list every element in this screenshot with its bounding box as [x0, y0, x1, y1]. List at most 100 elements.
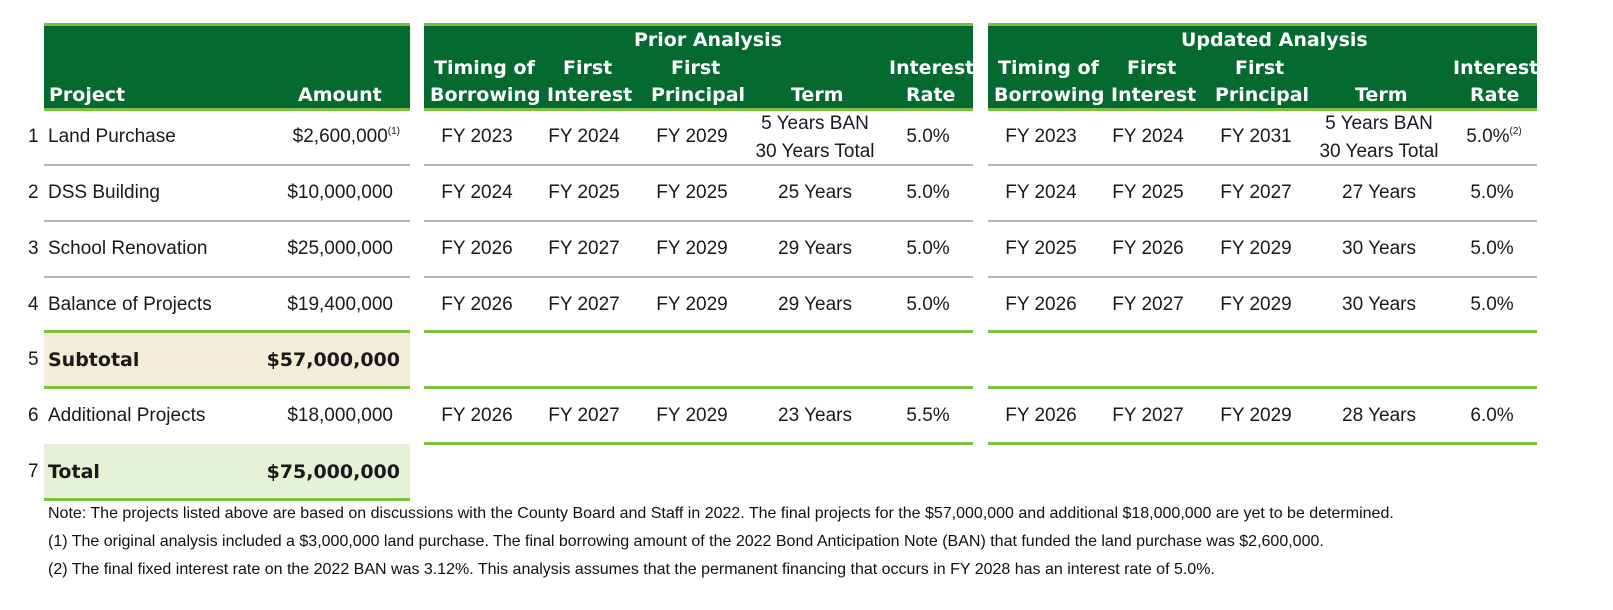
- updated-timing: FY 2026: [1005, 294, 1077, 315]
- row-number: 5: [28, 349, 39, 370]
- subtotal-row: 5 Subtotal $57,000,000: [0, 333, 1613, 387]
- updated-col-rate-2: Rate: [1470, 84, 1520, 106]
- prior-term: 29 Years: [778, 294, 852, 315]
- updated-rate: 5.0%: [1470, 182, 1514, 203]
- section-divider: [988, 386, 1537, 389]
- note-general: Note: The projects listed above are base…: [48, 505, 1394, 522]
- updated-first-principal: FY 2029: [1220, 294, 1292, 315]
- updated-term: 27 Years: [1342, 182, 1416, 203]
- table-row: 1 Land Purchase $2,600,000(1) FY 2023 FY…: [0, 110, 1613, 164]
- prior-rate: 5.0%: [906, 126, 950, 147]
- updated-timing: FY 2026: [1005, 405, 1077, 426]
- prior-title: Prior Analysis: [634, 29, 782, 51]
- table-row: 2 DSS Building $10,000,000 FY 2024 FY 20…: [0, 166, 1613, 220]
- table-row: 4 Balance of Projects $19,400,000 FY 202…: [0, 278, 1613, 332]
- updated-col-timing-2: Borrowing: [994, 84, 1105, 106]
- updated-first-principal: FY 2029: [1220, 238, 1292, 259]
- prior-first-interest: FY 2027: [548, 405, 620, 426]
- prior-rate: 5.0%: [906, 238, 950, 259]
- updated-col-rate-1: Interest: [1453, 57, 1539, 79]
- updated-term: 30 Years: [1342, 238, 1416, 259]
- amount-value: $2,600,000: [292, 126, 388, 147]
- row-number: 3: [28, 238, 39, 259]
- row-divider: [988, 220, 1537, 222]
- updated-timing: FY 2023: [1005, 126, 1077, 147]
- header-prior: Prior Analysis Timing of Borrowing First…: [424, 23, 975, 111]
- prior-first-principal: FY 2029: [656, 405, 728, 426]
- total-fill: [44, 444, 410, 500]
- prior-col-timing-1: Timing of: [434, 57, 535, 79]
- prior-first-principal: FY 2025: [656, 182, 728, 203]
- prior-first-interest: FY 2025: [548, 182, 620, 203]
- prior-rate: 5.0%: [906, 182, 950, 203]
- section-divider: [424, 386, 973, 389]
- updated-first-principal: FY 2027: [1220, 182, 1292, 203]
- prior-col-rate-1: Interest: [889, 57, 975, 79]
- section-divider: [988, 442, 1537, 445]
- header-left: Project Amount: [44, 23, 410, 111]
- updated-rate: 5.0%: [1470, 238, 1514, 259]
- updated-rate: 5.0%: [1470, 294, 1514, 315]
- row-number: 2: [28, 182, 39, 203]
- project-name: Balance of Projects: [48, 294, 212, 315]
- prior-term: 5 Years BAN 30 Years Total: [755, 110, 874, 166]
- row-number: 1: [28, 126, 39, 147]
- header-updated: Updated Analysis Timing of Borrowing Fir…: [988, 23, 1539, 111]
- updated-col-fp-1: First: [1235, 57, 1285, 79]
- footnote-ref: (1): [387, 126, 400, 137]
- prior-first-interest: FY 2027: [548, 238, 620, 259]
- prior-rate: 5.0%: [906, 294, 950, 315]
- amount: $25,000,000: [287, 238, 393, 259]
- updated-first-interest: FY 2027: [1112, 405, 1184, 426]
- updated-term-line-2: 30 Years Total: [1319, 141, 1439, 162]
- footnote-1: (1) The original analysis included a $3,…: [48, 533, 1324, 550]
- prior-timing: FY 2026: [441, 238, 513, 259]
- prior-timing: FY 2026: [441, 405, 513, 426]
- col-header-amount: Amount: [298, 84, 382, 106]
- updated-first-principal: FY 2031: [1220, 126, 1292, 147]
- prior-col-timing-2: Borrowing: [430, 84, 541, 106]
- updated-rate: 6.0%: [1470, 405, 1514, 426]
- updated-timing: FY 2025: [1005, 238, 1077, 259]
- row-number: 4: [28, 294, 39, 315]
- section-divider: [988, 330, 1537, 333]
- updated-col-timing-1: Timing of: [998, 57, 1099, 79]
- footnote-ref: (2): [1509, 126, 1522, 137]
- updated-first-interest: FY 2026: [1112, 238, 1184, 259]
- updated-title: Updated Analysis: [1181, 29, 1368, 51]
- updated-first-interest: FY 2024: [1112, 126, 1184, 147]
- prior-timing: FY 2023: [441, 126, 513, 147]
- project-name: Land Purchase: [48, 126, 176, 147]
- prior-col-fp-1: First: [671, 57, 721, 79]
- amount: $10,000,000: [287, 182, 393, 203]
- prior-timing: FY 2024: [441, 182, 513, 203]
- updated-timing: FY 2024: [1005, 182, 1077, 203]
- updated-term-line-1: 5 Years BAN: [1325, 113, 1433, 134]
- section-divider: [424, 330, 973, 333]
- row-number: 7: [28, 461, 39, 482]
- updated-first-principal: FY 2029: [1220, 405, 1292, 426]
- section-divider: [44, 386, 410, 389]
- updated-rate: 5.0%(2): [1466, 126, 1522, 148]
- prior-first-interest: FY 2024: [548, 126, 620, 147]
- updated-term: 28 Years: [1342, 405, 1416, 426]
- prior-first-principal: FY 2029: [656, 238, 728, 259]
- prior-rate: 5.5%: [906, 405, 950, 426]
- prior-first-principal: FY 2029: [656, 126, 728, 147]
- prior-col-term: Term: [791, 84, 844, 106]
- prior-term: 25 Years: [778, 182, 852, 203]
- total-label: Total: [48, 461, 100, 483]
- prior-first-interest: FY 2027: [548, 294, 620, 315]
- updated-col-fp-2: Principal: [1215, 84, 1310, 106]
- section-divider: [424, 442, 973, 445]
- amount: $18,000,000: [287, 405, 393, 426]
- prior-col-fp-2: Principal: [651, 84, 746, 106]
- updated-col-term: Term: [1355, 84, 1408, 106]
- prior-col-fi-1: First: [563, 57, 613, 79]
- prior-timing: FY 2026: [441, 294, 513, 315]
- prior-col-rate-2: Rate: [906, 84, 956, 106]
- updated-term: 5 Years BAN 30 Years Total: [1319, 110, 1438, 166]
- row-divider: [424, 276, 973, 278]
- updated-first-interest: FY 2027: [1112, 294, 1184, 315]
- row-divider: [424, 164, 973, 166]
